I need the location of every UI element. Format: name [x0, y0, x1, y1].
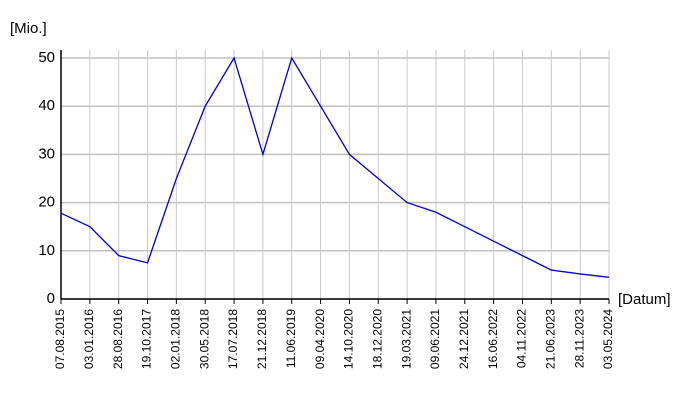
y-tick-label: 0 — [47, 290, 55, 307]
y-tick-label: 50 — [38, 49, 55, 66]
y-tick-label: 20 — [38, 194, 55, 211]
y-tick-label: 10 — [38, 242, 55, 259]
x-tick-label: 04.11.2022 — [515, 309, 529, 368]
x-tick-label: 30.05.2018 — [197, 309, 211, 369]
x-tick-label: 14.10.2020 — [342, 309, 356, 369]
x-tick-label: 28.11.2023 — [572, 309, 586, 368]
data-line — [60, 56, 610, 278]
x-tick-label: 09.04.2020 — [313, 309, 327, 369]
x-tick-label: 21.12.2018 — [255, 309, 269, 369]
y-axis-label: [Mio.] — [10, 20, 47, 37]
x-tick-label: 02.01.2018 — [169, 309, 183, 369]
x-tick-label: 24.12.2021 — [457, 309, 471, 369]
y-tick-label: 40 — [38, 97, 55, 114]
x-tick-label: 19.03.2021 — [399, 309, 413, 369]
x-tick-label: 16.06.2022 — [486, 309, 500, 369]
x-tick-label: 19.10.2017 — [140, 309, 154, 369]
x-tick-label: 09.06.2021 — [428, 309, 442, 369]
x-axis-label: [Datum] — [618, 291, 671, 308]
x-tick-label: 17.07.2018 — [226, 309, 240, 369]
y-tick-label: 30 — [38, 145, 55, 162]
x-tick-label: 11.06.2019 — [284, 309, 298, 368]
x-tick-label: 21.06.2023 — [543, 309, 557, 369]
x-tick-label: 03.01.2016 — [82, 309, 96, 369]
x-tick-label: 18.12.2020 — [370, 309, 384, 369]
x-tick-label: 28.08.2016 — [111, 309, 125, 369]
x-tick-label: 07.08.2015 — [53, 309, 67, 369]
x-tick-label: 03.05.2024 — [601, 309, 615, 369]
